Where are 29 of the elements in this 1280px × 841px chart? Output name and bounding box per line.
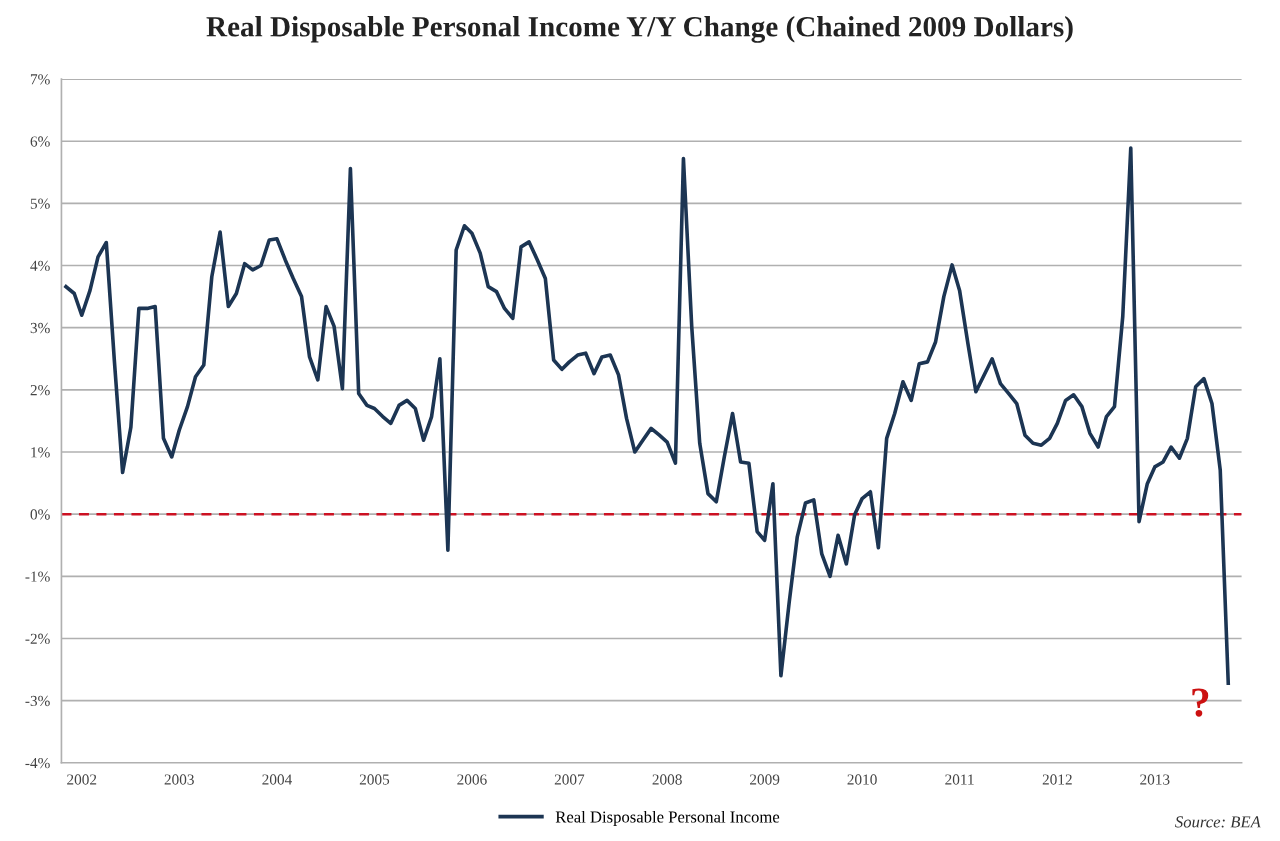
y-tick-label: 5% bbox=[30, 198, 50, 209]
y-tick-label: 6% bbox=[30, 136, 50, 147]
x-tick-label: 2007 bbox=[554, 774, 585, 785]
annotation: ? bbox=[1192, 688, 1209, 717]
x-tick-label: 2003 bbox=[164, 774, 194, 785]
x-tick-label: 2012 bbox=[1042, 774, 1072, 785]
x-tick-label: 2013 bbox=[1140, 774, 1170, 785]
y-tick-label: 0% bbox=[30, 509, 50, 520]
y-tick-label: -4% bbox=[25, 757, 50, 769]
x-tick-label: 2008 bbox=[652, 774, 682, 785]
legend-label: Real Disposable Personal Income bbox=[555, 810, 780, 826]
x-tick-label: 2010 bbox=[847, 774, 877, 785]
x-tick-label: 2002 bbox=[67, 774, 97, 785]
y-tick-label: 1% bbox=[31, 447, 50, 458]
y-tick-label: 4% bbox=[30, 260, 50, 272]
x-tick-label: 2004 bbox=[262, 774, 292, 785]
y-tick-label: -3% bbox=[25, 695, 50, 707]
line-series bbox=[64, 146, 1231, 686]
source-note: Source: BEA bbox=[1175, 816, 1261, 828]
x-tick-label: 2009 bbox=[750, 774, 780, 785]
y-tick-label: -1% bbox=[25, 571, 50, 582]
chart-title: Real Disposable Personal Income Y/Y Change (Chained 2009 Dollars) bbox=[206, 16, 1073, 43]
y-tick-label: 3% bbox=[30, 322, 50, 334]
x-tick-label: 2011 bbox=[945, 774, 974, 785]
y-tick-label: 7% bbox=[30, 74, 50, 85]
y-tick-label: -2% bbox=[25, 633, 50, 644]
y-tick-label: 2% bbox=[30, 384, 50, 396]
x-tick-label: 2005 bbox=[359, 774, 390, 785]
x-tick-label: 2006 bbox=[457, 774, 487, 785]
